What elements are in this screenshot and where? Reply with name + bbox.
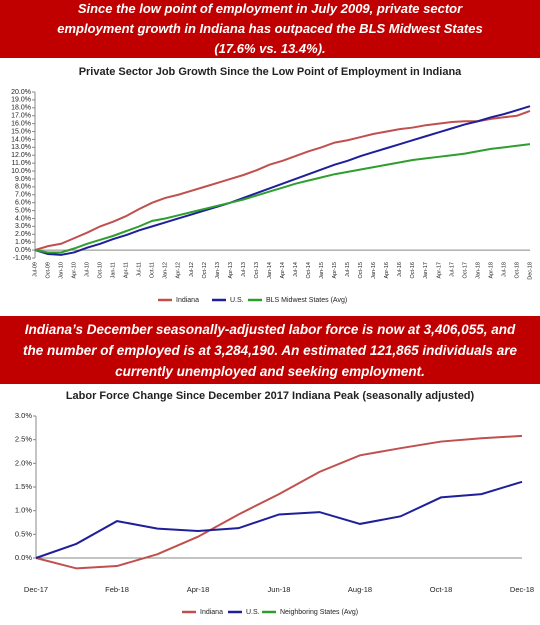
x-tick-label: Oct-15 <box>358 262 364 279</box>
y-tick-label: 16.0% <box>11 120 31 127</box>
x-tick-label: Apr-15 <box>332 262 338 279</box>
x-tick-label: Dec-18 <box>510 585 534 594</box>
x-tick-label: Jan-13 <box>215 262 221 279</box>
y-tick-label: 18.0% <box>11 105 31 112</box>
x-tick-label: Oct-16 <box>410 262 416 279</box>
x-tick-label: Apr-13 <box>228 262 234 279</box>
x-tick-label: Jan-12 <box>163 262 169 279</box>
x-tick-label: Jul-10 <box>85 262 91 277</box>
x-tick-label: Jul-16 <box>397 262 403 277</box>
y-tick-label: 1.5% <box>15 482 32 491</box>
series-line <box>34 110 531 252</box>
x-tick-label: Oct-09 <box>45 262 51 279</box>
x-tick-label: Oct-11 <box>150 262 156 278</box>
banner: Indiana’s December seasonally-adjusted l… <box>0 316 540 384</box>
x-tick-label: Oct-18 <box>430 585 453 594</box>
x-tick-label: Jul-18 <box>501 262 507 277</box>
y-tick-label: 5.0% <box>15 207 31 214</box>
series-line <box>34 143 531 254</box>
x-tick-label: Jul-11 <box>137 262 143 277</box>
y-tick-label: 0.0% <box>15 553 32 562</box>
y-tick-label: 6.0% <box>15 200 31 207</box>
y-tick-label: 17.0% <box>11 113 31 120</box>
y-tick-label: 0.0% <box>15 247 31 254</box>
y-tick-label: 12.0% <box>11 152 31 159</box>
x-tick-label: Jul-14 <box>293 262 299 277</box>
x-tick-label: Oct-18 <box>514 262 520 279</box>
x-tick-label: Jan-16 <box>371 262 377 279</box>
x-tick-label: Apr-14 <box>280 262 286 279</box>
x-tick-label: Oct-12 <box>202 262 208 279</box>
x-tick-label: Feb-18 <box>105 585 129 594</box>
y-tick-label: 7.0% <box>15 192 31 199</box>
y-tick-label: 4.0% <box>15 215 31 222</box>
legend-label: BLS Midwest States (Avg) <box>266 297 347 304</box>
y-tick-label: 3.0% <box>15 223 31 230</box>
chart-title: Private Sector Job Growth Since the Low … <box>79 66 462 78</box>
y-tick-label: 8.0% <box>15 184 31 191</box>
x-tick-label: Apr-18 <box>488 262 494 279</box>
y-tick-label: 2.0% <box>15 458 32 467</box>
chart: Labor Force Change Since December 2017 I… <box>15 390 534 616</box>
x-tick-label: Jul-17 <box>449 262 455 277</box>
x-tick-label: Jan-18 <box>475 262 481 279</box>
banner: Since the low point of employment in Jul… <box>0 0 540 58</box>
x-tick-label: Apr-18 <box>187 585 210 594</box>
chart: Private Sector Job Growth Since the Low … <box>11 66 533 304</box>
y-tick-label: -1.0% <box>13 255 31 262</box>
x-tick-label: Oct-10 <box>98 262 104 279</box>
series-line <box>34 105 531 256</box>
x-tick-label: Apr-17 <box>436 262 442 279</box>
series-line <box>35 434 523 570</box>
legend-label: Indiana <box>176 297 199 304</box>
legend-label: U.S. <box>230 297 244 304</box>
x-tick-label: Jan-14 <box>267 262 273 279</box>
x-tick-label: Apr-11 <box>124 262 130 278</box>
y-tick-label: 13.0% <box>11 144 31 151</box>
legend-label: Neighboring States (Avg) <box>280 609 358 616</box>
y-tick-label: 10.0% <box>11 168 31 175</box>
x-tick-label: Jul-12 <box>189 262 195 277</box>
chart-title: Labor Force Change Since December 2017 I… <box>66 390 475 402</box>
y-tick-label: 20.0% <box>11 89 31 96</box>
x-tick-label: Jan-10 <box>59 262 65 279</box>
x-tick-label: Apr-12 <box>176 262 182 279</box>
y-tick-label: 1.0% <box>15 239 31 246</box>
x-tick-label: Jul-13 <box>241 262 247 277</box>
y-tick-label: 11.0% <box>12 160 31 167</box>
y-tick-label: 3.0% <box>15 411 32 420</box>
x-tick-label: Oct-13 <box>254 262 260 279</box>
y-tick-label: 1.0% <box>15 506 32 515</box>
x-tick-label: Jan-15 <box>319 262 325 279</box>
x-tick-label: Jan-11 <box>111 262 117 278</box>
legend-label: U.S. <box>246 609 260 616</box>
x-tick-label: Apr-10 <box>72 262 78 279</box>
x-tick-label: Jul-15 <box>345 262 351 277</box>
x-tick-label: Jun-18 <box>268 585 291 594</box>
x-tick-label: Dec-17 <box>24 585 48 594</box>
x-tick-label: Jul-09 <box>32 262 38 277</box>
y-tick-label: 15.0% <box>11 128 31 135</box>
y-tick-label: 2.0% <box>15 231 31 238</box>
x-tick-label: Aug-18 <box>348 585 372 594</box>
legend-label: Indiana <box>200 609 223 616</box>
x-tick-label: Apr-16 <box>384 262 390 279</box>
x-tick-label: Oct-14 <box>306 262 312 279</box>
y-tick-label: 2.5% <box>15 435 32 444</box>
y-tick-label: 14.0% <box>11 136 31 143</box>
series-line <box>35 480 523 559</box>
x-tick-label: Jan-17 <box>423 262 429 279</box>
y-tick-label: 19.0% <box>11 97 31 104</box>
x-tick-label: Oct-17 <box>462 262 468 279</box>
x-tick-label: Dec-18 <box>527 262 533 280</box>
y-tick-label: 9.0% <box>15 176 31 183</box>
y-tick-label: 0.5% <box>15 529 32 538</box>
